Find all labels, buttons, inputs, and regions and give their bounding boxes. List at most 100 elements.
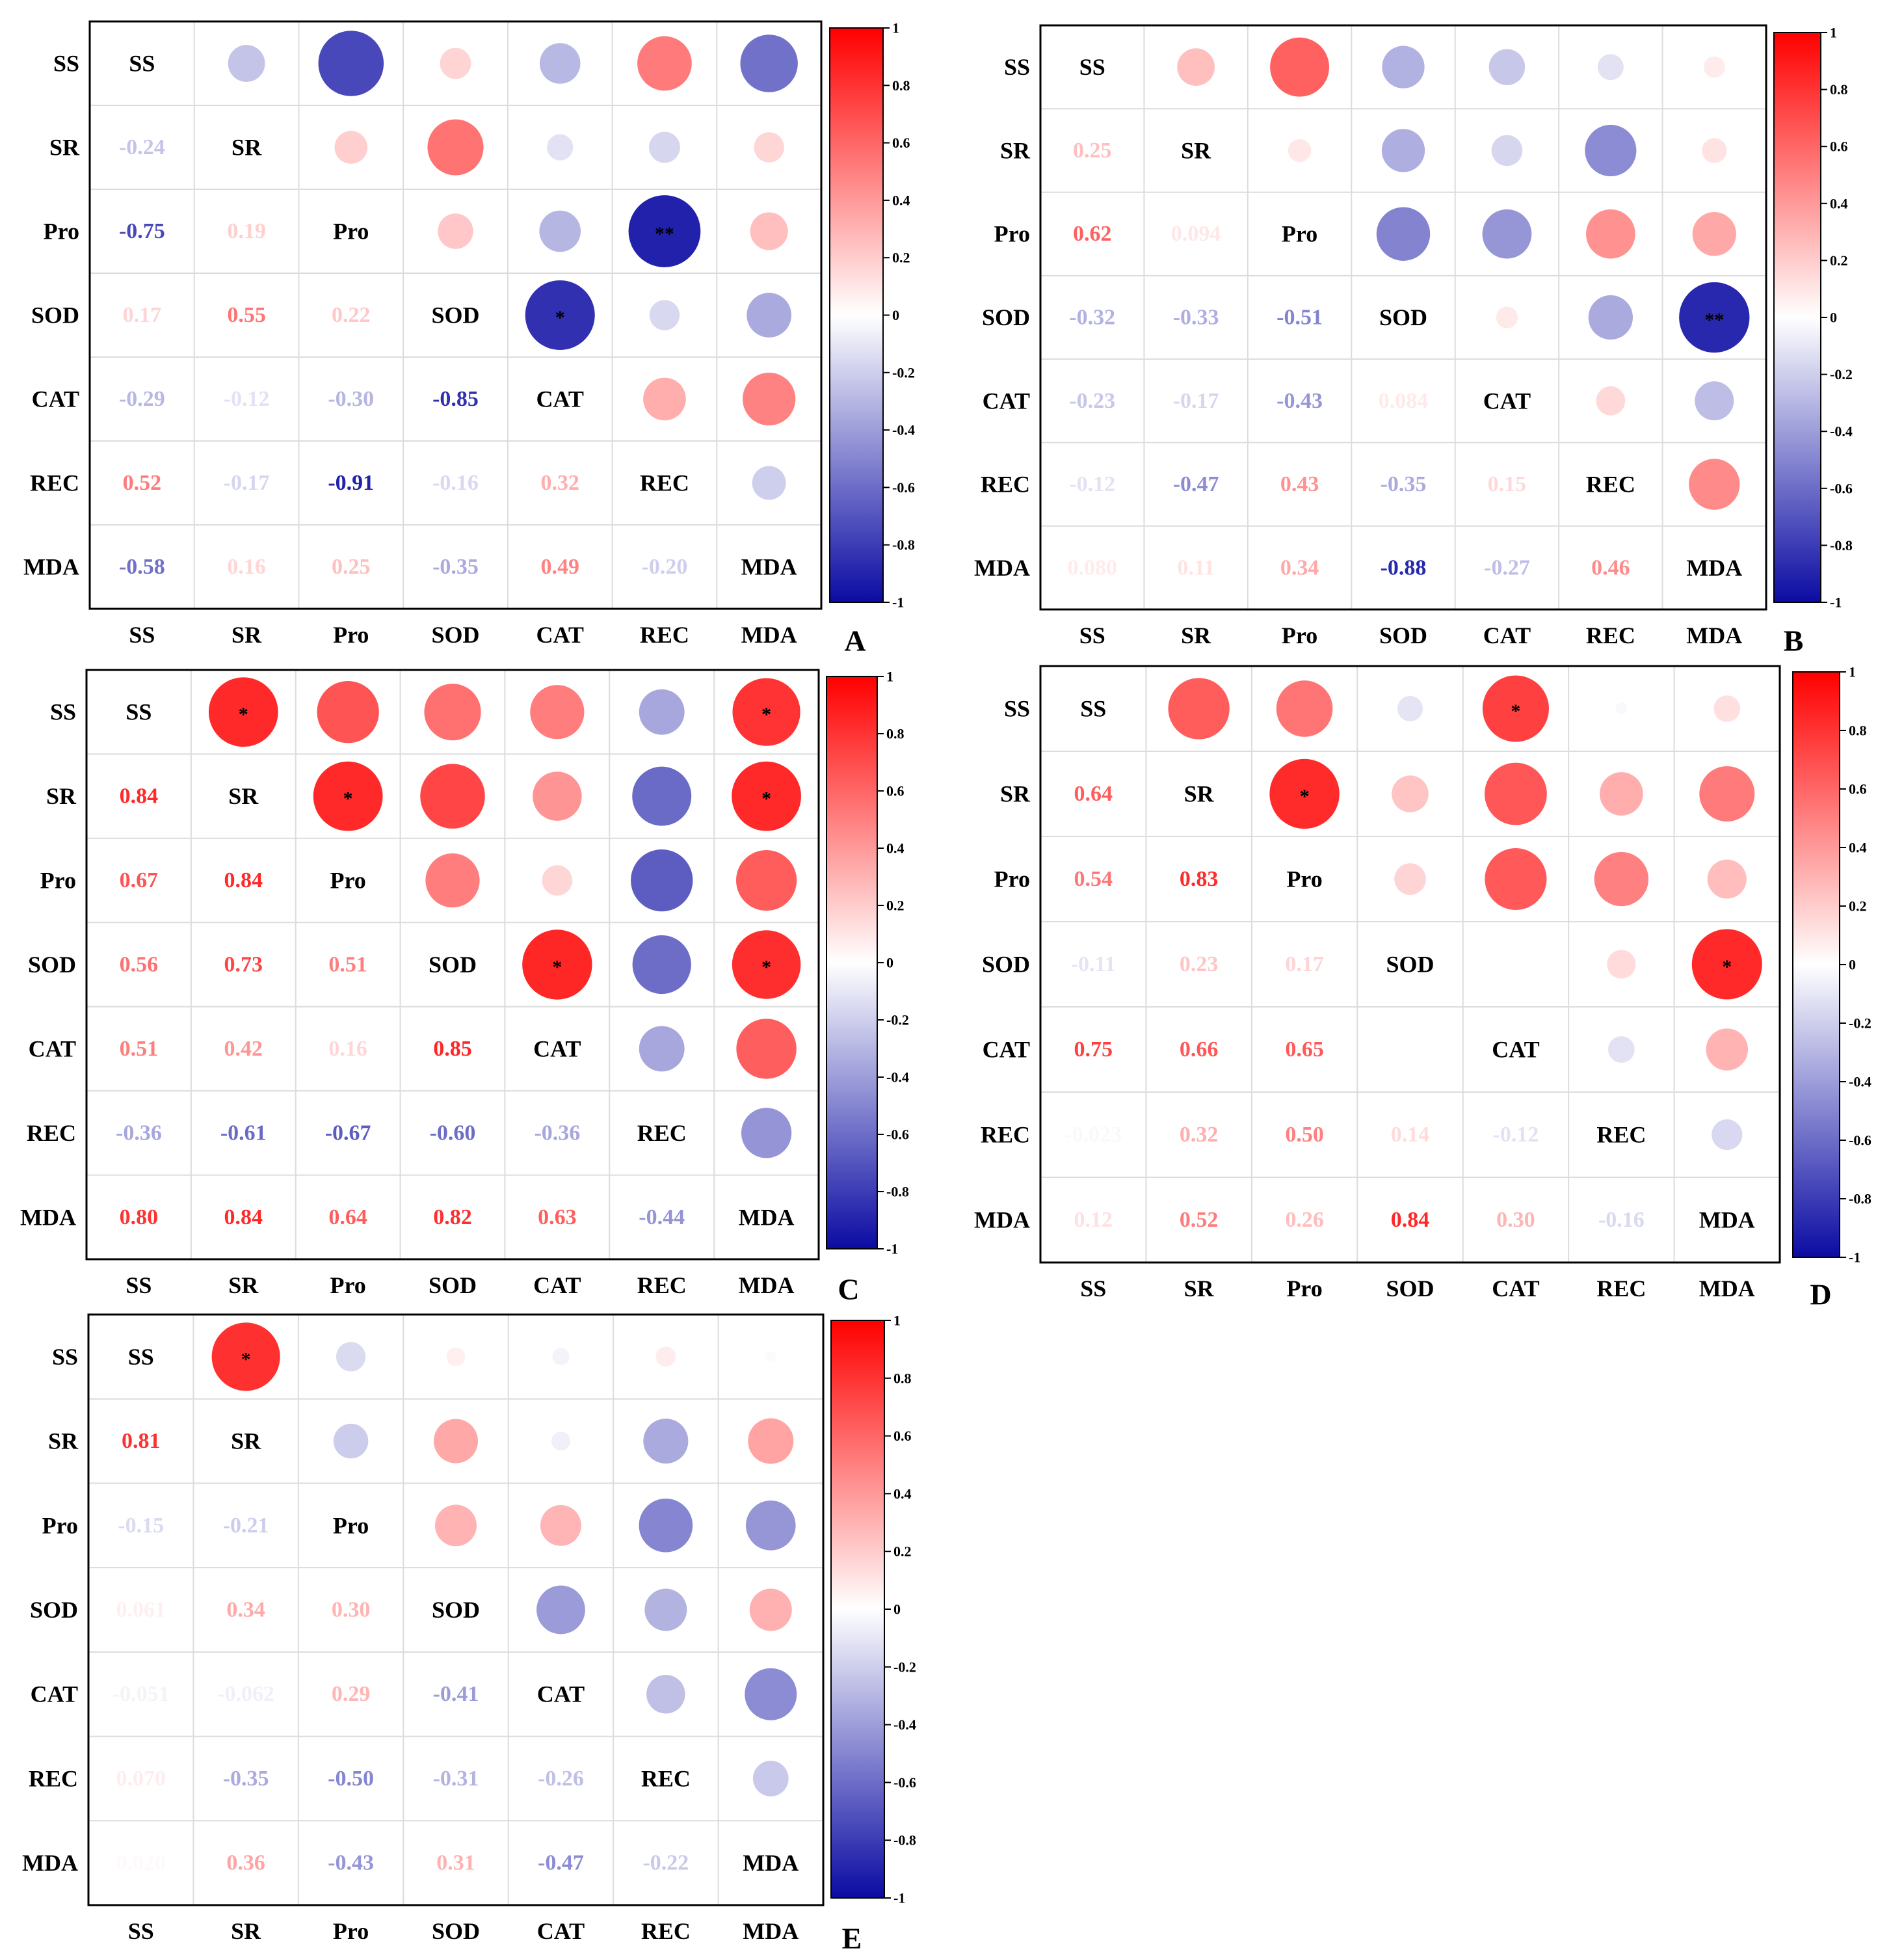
- row-label: SOD: [982, 952, 1030, 978]
- colorbar-tick-label: 1: [1830, 25, 1837, 41]
- colorbar-tick-label: 0.4: [892, 192, 910, 208]
- row-label: REC: [27, 1120, 76, 1146]
- correlation-value: -0.36: [116, 1121, 162, 1145]
- colorbar-tick-label: 0: [1849, 957, 1856, 973]
- diagonal-label: CAT: [533, 1035, 581, 1062]
- correlation-circle: [1177, 48, 1215, 87]
- correlation-value: 0.49: [540, 555, 579, 579]
- correlation-circle: [1699, 766, 1755, 822]
- column-label: CAT: [533, 1272, 581, 1298]
- diagonal-label: Pro: [333, 1512, 369, 1538]
- correlation-panel-a: SS -0.24 SR -0.75 0.19 Pro ** 0.17 0.55 0.22 SOD * -…: [23, 20, 915, 658]
- correlation-circle: [637, 36, 692, 91]
- correlation-value: 0.85: [433, 1037, 472, 1061]
- row-label: REC: [981, 1122, 1030, 1148]
- correlation-value: -0.51: [1276, 306, 1323, 330]
- correlation-circle: [754, 132, 784, 163]
- colorbar-tick-label: 1: [886, 669, 893, 685]
- diagonal-label: SS: [1079, 54, 1105, 80]
- correlation-value: -0.12: [224, 387, 270, 411]
- correlation-value: 0.51: [328, 953, 367, 977]
- correlation-value: -0.60: [430, 1121, 476, 1145]
- colorbar-tick-label: 0.2: [1830, 252, 1848, 269]
- row-label: CAT: [983, 388, 1030, 414]
- colorbar-tick-label: 0: [886, 955, 893, 971]
- correlation-circle: [752, 466, 786, 500]
- correlation-value: 0.11: [1177, 555, 1215, 580]
- correlation-circle: [752, 1761, 789, 1796]
- correlation-circle: [632, 766, 692, 826]
- correlation-circle: [420, 764, 485, 829]
- correlation-value: -0.23: [1069, 389, 1115, 413]
- correlation-circle: [427, 119, 484, 176]
- colorbar-tick-label: 0.6: [886, 783, 905, 799]
- column-label: MDA: [739, 1272, 795, 1298]
- correlation-circle: [646, 1674, 685, 1714]
- correlation-circle: [643, 377, 686, 421]
- correlation-circle: [745, 1668, 797, 1720]
- column-label: SS: [126, 1272, 152, 1298]
- correlation-circle: [1707, 859, 1747, 899]
- colorbar-tick-label: -0.8: [892, 537, 915, 553]
- correlation-circle: [736, 1019, 797, 1079]
- colorbar-tick-label: -0.4: [886, 1069, 909, 1086]
- panel-frame: [87, 1313, 825, 1906]
- colorbar-tick-label: -0.4: [893, 1716, 916, 1733]
- column-label: SOD: [431, 622, 479, 648]
- column-label: CAT: [1483, 622, 1531, 648]
- correlation-value: -0.20: [642, 555, 688, 579]
- correlation-value: -0.36: [534, 1121, 580, 1145]
- correlation-value: 0.31: [436, 1851, 475, 1875]
- correlation-value: 0.52: [1180, 1208, 1219, 1232]
- correlation-circle: [228, 45, 265, 82]
- colorbar-tick-label: -0.4: [1849, 1074, 1871, 1090]
- correlation-circle: [1482, 675, 1549, 742]
- correlation-value: -0.50: [328, 1767, 374, 1791]
- correlation-value: 0.25: [332, 555, 371, 579]
- correlation-circle: [1607, 1036, 1635, 1063]
- correlation-value: 0.32: [1180, 1123, 1219, 1147]
- correlation-circle: [732, 678, 800, 746]
- row-label: SR: [46, 783, 77, 809]
- correlation-value: 0.46: [1591, 555, 1630, 580]
- correlation-value: 0.094: [1171, 222, 1221, 246]
- column-label: Pro: [330, 1272, 365, 1298]
- correlation-circle: [1706, 1028, 1749, 1071]
- significance-marker: *: [1511, 701, 1520, 722]
- column-label: SOD: [429, 1272, 477, 1298]
- correlation-circle: [522, 929, 592, 1000]
- correlation-circle: [1382, 46, 1425, 88]
- row-label: MDA: [22, 1850, 78, 1876]
- diagonal-label: SOD: [1379, 304, 1427, 330]
- correlation-circle: [435, 1504, 477, 1547]
- colorbar-tick-label: 0.8: [886, 726, 905, 742]
- correlation-circle: [539, 210, 581, 252]
- correlation-circle: [540, 1504, 581, 1546]
- correlation-value: -0.33: [1173, 306, 1219, 330]
- correlation-circle: [732, 930, 801, 999]
- colorbar-tick-label: 0.8: [1849, 723, 1867, 739]
- column-label: SR: [231, 622, 262, 648]
- diagonal-label: Pro: [1286, 866, 1322, 892]
- column-label: Pro: [1282, 622, 1317, 648]
- column-label: CAT: [537, 1918, 585, 1944]
- column-label: SOD: [432, 1918, 480, 1944]
- row-label: Pro: [994, 866, 1030, 892]
- correlation-circle: [746, 1501, 796, 1551]
- correlation-value: 0.84: [224, 868, 263, 892]
- colorbar-tick-label: 0.6: [1849, 781, 1867, 797]
- correlation-value: 0.23: [1180, 952, 1219, 976]
- colorbar-tick-label: -1: [893, 1890, 905, 1906]
- row-label: MDA: [20, 1204, 76, 1230]
- correlation-circle: [1397, 695, 1423, 722]
- correlation-value: 0.084: [1379, 389, 1429, 413]
- row-label: SOD: [982, 304, 1030, 330]
- row-label: Pro: [44, 219, 79, 245]
- column-label: SOD: [1386, 1276, 1434, 1302]
- diagonal-label: MDA: [1699, 1207, 1755, 1233]
- correlation-circle: [1496, 306, 1518, 328]
- diagonal-label: REC: [1596, 1122, 1646, 1148]
- correlation-value: 0.65: [1285, 1037, 1324, 1062]
- row-label: CAT: [31, 1681, 78, 1707]
- colorbar-tick-label: 0.4: [1830, 195, 1848, 211]
